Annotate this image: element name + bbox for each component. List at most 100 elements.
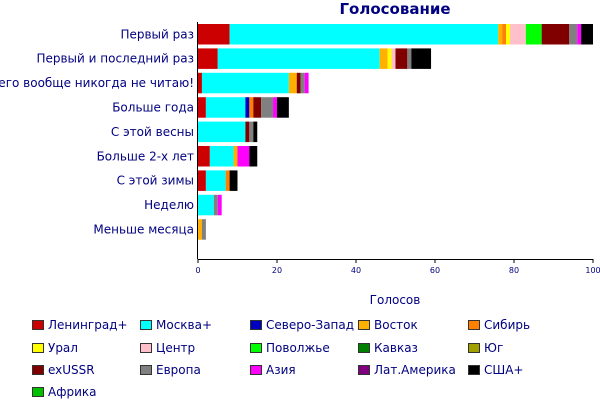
bar-segment [205,97,246,118]
legend-label: Поволжье [266,341,330,355]
legend-item: США+ [468,363,523,377]
legend-label: Лат.Америка [374,363,456,377]
legend-item: Поволжье [250,341,330,355]
bar-segment [510,24,526,45]
category-label: Первый раз [120,27,194,41]
bar-segment [277,97,289,118]
bar-segment [395,48,408,69]
bar-segment [541,24,570,45]
bar-segment [261,97,274,118]
bar-segment [411,48,432,69]
x-tick-label: 0 [195,266,200,275]
legend-swatch [468,343,480,353]
bar-segment [225,170,230,191]
bar-segment [581,24,593,45]
legend-label: Центр [156,341,196,355]
legend-swatch [140,320,152,330]
bar-segment [253,97,262,118]
bar-segment [237,146,250,167]
legend-label: Кавказ [374,341,418,355]
legend-swatch [32,365,44,375]
legend-swatch [358,320,370,330]
legend-label: Урал [48,341,78,355]
legend-swatch [250,343,262,353]
legend-item: Сибирь [468,318,530,332]
bar-segment [198,72,202,94]
bar-segment [209,146,234,167]
bar-segment [217,48,380,69]
category-label: Больше года [112,100,194,114]
legend-item: Европа [140,363,201,377]
chart: Голосование Первый раз Первый и последний… [0,0,600,307]
legend-swatch [468,320,480,330]
bar-segment [198,97,206,118]
bar-segment [205,170,226,191]
legend-item: exUSSR [32,363,95,377]
legend-swatch [32,320,44,330]
x-axis: 0 20 40 60 80 100 [195,22,600,275]
legend-label: Африка [48,385,97,399]
legend-item: Лат.Америка [358,363,456,377]
category-label: С этой зимы [117,174,194,188]
category-label: Меньше месяца [93,222,194,236]
legend-item: Азия [250,363,296,377]
category-label: Первый и последний раз [36,52,194,66]
bar-segment [201,72,289,94]
legend-item: Юг [468,341,503,355]
bar-segment [296,72,301,94]
bar-segment [229,170,238,191]
bar-segment [577,24,582,45]
bar-segment [304,72,309,94]
bar-segment [198,121,246,143]
category-labels: Первый раз Первый и последний раз Я его во… [0,27,194,236]
category-label: Я его вообще никогда не читаю! [0,76,194,90]
bar-segment [245,121,250,143]
legend-swatch [32,343,44,353]
legend-label: Азия [266,363,296,377]
bar-segment [391,48,396,69]
bar-segment [288,72,297,94]
legend-item: Ленинград+ [32,318,128,332]
chart-title: Голосование [339,0,450,18]
bar-segment [198,24,230,45]
legend-label: Европа [156,363,201,377]
legend-label: Москва+ [156,318,213,332]
legend-swatch [140,343,152,353]
x-tick-label: 80 [509,266,519,275]
legend-item: Москва+ [140,318,212,332]
bar-segment [253,121,258,143]
legend: Ленинград+ Москва+ Северо-Запад Восток Сибир… [32,318,592,399]
bar-segment [217,194,222,216]
bar-segment [300,72,305,94]
bar-segment [213,194,218,216]
legend-label: США+ [484,363,524,377]
legend-item: Кавказ [358,341,418,355]
legend-label: Юг [484,341,504,355]
bar-segment [198,146,210,167]
bar-segment [198,48,218,69]
legend-item: Восток [358,318,418,332]
bar-segment [525,24,542,45]
bar-segment [498,24,503,45]
bar-segment [273,97,277,118]
x-axis-label: Голосов [370,293,421,307]
category-label: Неделю [144,198,194,212]
bar-segment [379,48,388,69]
legend-item: Центр [140,341,195,355]
legend-item: Северо-Запад [250,318,354,332]
category-label: С этой весны [111,125,194,139]
legend-swatch [32,387,44,397]
x-tick-label: 60 [430,266,440,275]
bar-segment [249,146,258,167]
legend-label: Сибирь [484,318,531,332]
bar-segment [569,24,578,45]
bar-segment [201,219,206,240]
legend-swatch [140,365,152,375]
bar-segment [198,194,214,216]
legend-swatch [358,365,370,375]
legend-swatch [468,365,480,375]
bar-segment [233,146,238,167]
x-tick-label: 100 [585,266,600,275]
legend-label: Северо-Запад [266,318,355,332]
bar-segment [502,24,507,45]
